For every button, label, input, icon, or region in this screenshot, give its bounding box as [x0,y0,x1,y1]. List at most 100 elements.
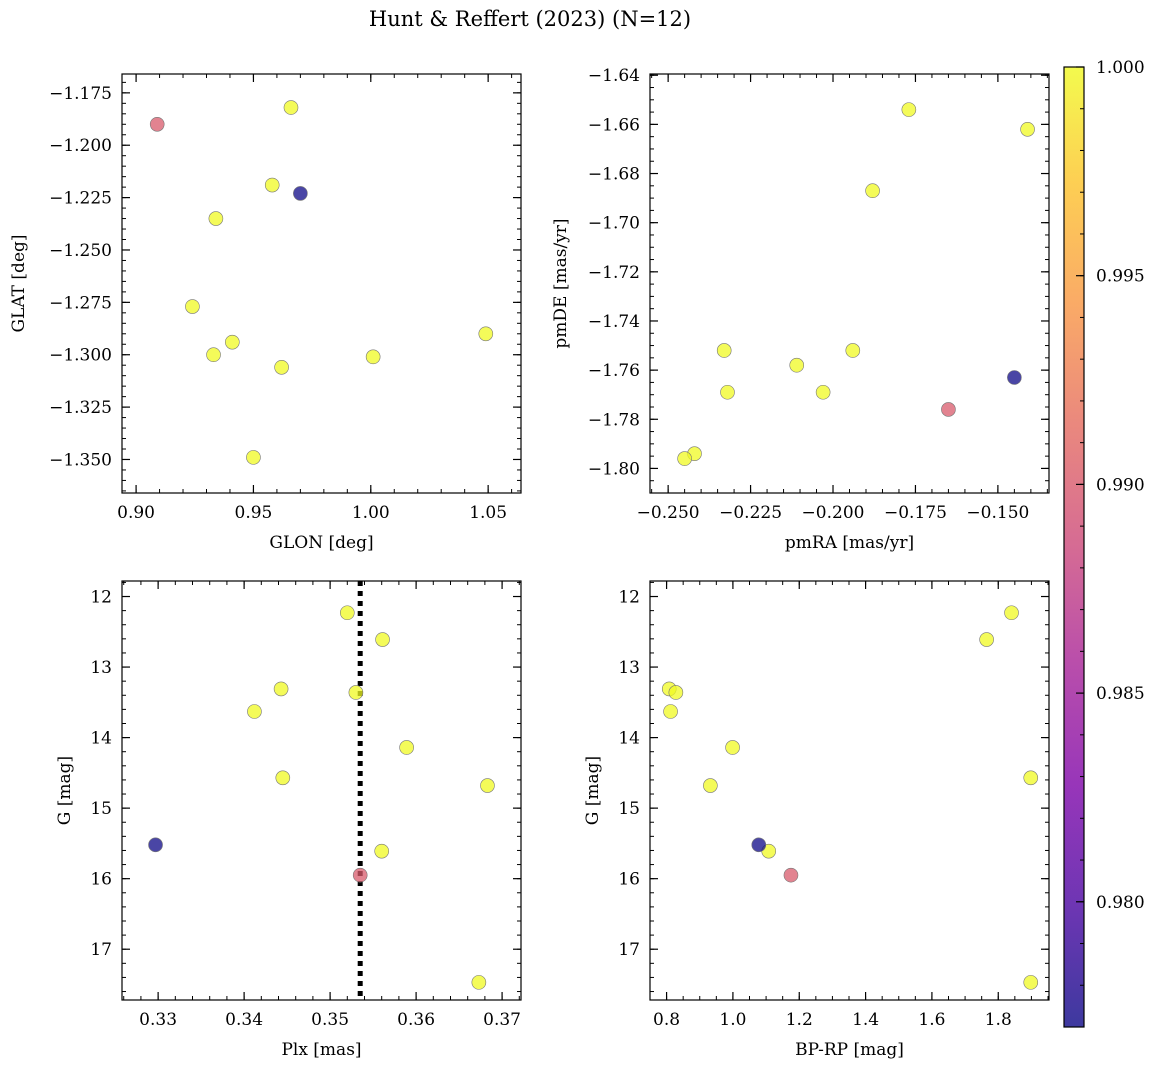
data-point [185,299,200,314]
y-tick-label: −1.250 [49,241,112,261]
y-tick-label: 12 [90,588,112,608]
y-tick-label: 17 [618,940,640,960]
data-point [365,349,381,365]
data-point [1007,370,1022,385]
data-point [274,359,289,375]
y-tick-label: −1.72 [588,263,640,283]
data-point [720,384,735,400]
y-tick-label: −1.300 [49,346,112,366]
data-point [845,343,861,358]
data-point [348,685,364,700]
x-tick-label: 1.2 [786,1010,813,1030]
data-point [283,100,299,115]
x-tick-label: 1.05 [469,503,507,523]
y-axis-label: G [mag] [583,756,603,825]
y-tick-label: −1.80 [588,459,640,479]
data-point [677,451,692,466]
colorbar-tick-label: 0.980 [1096,893,1145,913]
data-point [478,326,494,342]
x-tick-label: −0.200 [802,503,865,523]
y-axis-label: pmDE [mas/yr] [551,218,571,348]
data-point [339,605,355,621]
data-point [901,102,917,117]
y-tick-label: −1.74 [588,312,640,332]
data-point [1004,605,1019,621]
data-point [1023,975,1039,990]
x-axis-label: GLON [deg] [269,533,373,553]
x-tick-label: −0.225 [719,503,782,523]
y-axis-label: G [mag] [55,756,75,825]
x-tick-label: 1.00 [352,503,390,523]
data-point [480,778,495,793]
y-tick-label: −1.78 [588,410,640,430]
y-tick-label: 15 [90,799,112,819]
data-point [148,837,163,853]
x-tick-label: 0.36 [397,1010,435,1030]
y-tick-label: 16 [90,870,112,890]
y-tick-label: 13 [618,658,640,678]
colorbar-tick-label: 0.990 [1096,475,1145,495]
colorbar-tick-label: 0.995 [1096,267,1145,287]
x-axis-label: pmRA [mas/yr] [785,533,914,553]
x-tick-label: 0.37 [483,1010,521,1030]
y-tick-label: −1.275 [49,293,112,313]
data-point [264,177,280,193]
data-point [375,632,390,647]
y-tick-label: 13 [90,658,112,678]
data-point [751,837,767,853]
y-tick-label: −1.200 [49,136,112,156]
y-tick-label: −1.66 [588,115,640,135]
y-tick-label: 15 [618,799,640,819]
data-point [1020,121,1035,137]
y-tick-label: −1.70 [588,214,640,234]
y-axis-label: GLAT [deg] [9,234,29,332]
y-tick-label: 12 [618,588,640,608]
y-tick-label: −1.350 [49,450,112,470]
data-point [789,357,805,373]
plot-frame [649,73,1050,494]
data-point [206,347,221,363]
data-point [247,704,262,719]
x-tick-label: −0.250 [637,503,700,523]
data-point [246,450,261,465]
data-point [471,975,487,990]
data-point [865,183,880,199]
data-point [374,843,389,859]
data-point [979,632,994,647]
x-tick-label: 1.8 [985,1010,1012,1030]
y-tick-label: −1.175 [49,84,112,104]
data-point [663,704,678,719]
y-tick-label: −1.64 [588,66,640,86]
x-tick-label: 0.95 [235,503,273,523]
colorbar-gradient [1063,66,1085,1028]
data-point [293,186,308,201]
x-tick-label: 0.8 [653,1010,680,1030]
x-tick-label: −0.175 [884,503,947,523]
plot-frame [121,73,522,494]
data-point [399,740,414,755]
y-tick-label: 16 [618,870,640,890]
colorbar: 0.980 0.985 0.990 0.995 1.000 [1063,58,1145,1028]
figure-title: Hunt & Reffert (2023) (N=12) [369,7,691,31]
data-point [208,211,224,226]
x-axis-label: BP-RP [mag] [795,1040,904,1060]
panel-1: 0.90 0.95 1.00 1.05 −1.175 −1.200 −1.225 −1.250… [9,73,522,553]
y-tick-label: 14 [618,729,640,749]
x-tick-label: 0.90 [117,503,155,523]
data-point [783,867,799,883]
data-point [941,402,956,417]
y-tick-label: −1.225 [49,189,112,209]
data-point [668,685,684,700]
data-point [273,681,289,697]
x-tick-label: 0.33 [139,1010,177,1030]
data-point [225,334,240,350]
colorbar-tick-label: 1.000 [1096,58,1145,78]
panel-4: 0.8 1.0 1.2 1.4 1.6 1.8 12 13 14 15 16 17 BP-RP [mag… [583,580,1050,1060]
x-tick-label: 0.35 [311,1010,349,1030]
colorbar-tick-label: 0.985 [1096,684,1145,704]
x-tick-label: 1.4 [852,1010,879,1030]
x-tick-label: −0.150 [966,503,1029,523]
data-point [815,384,831,400]
data-point [725,740,740,755]
